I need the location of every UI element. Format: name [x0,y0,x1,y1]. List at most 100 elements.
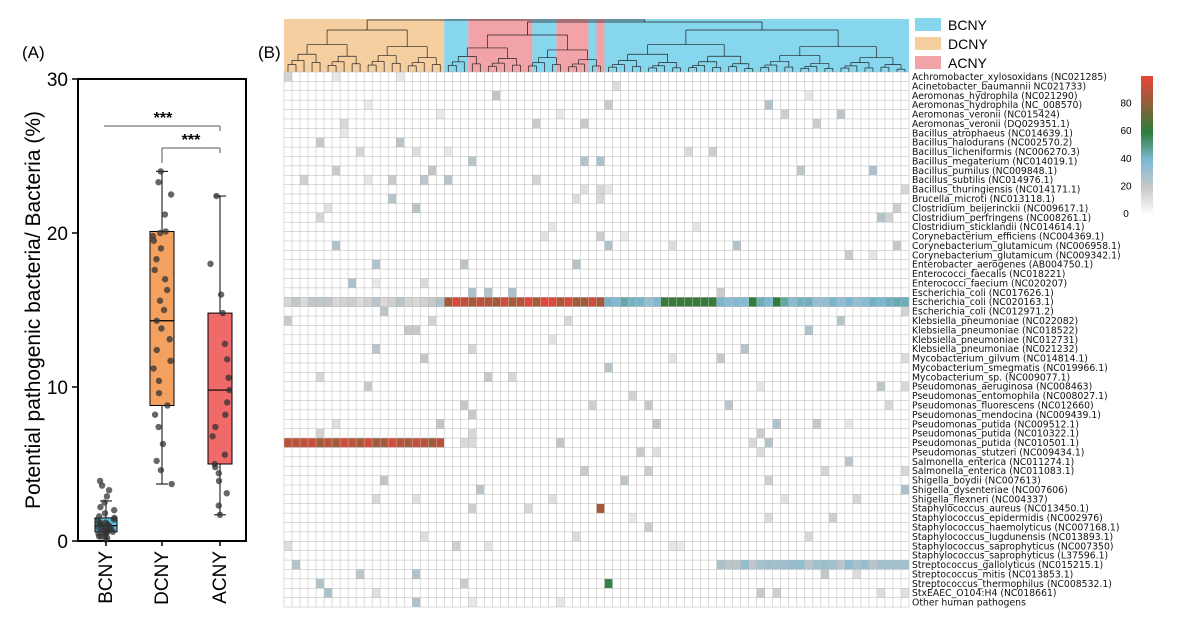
heatmap-cell [628,513,637,523]
heatmap-cell [452,541,461,551]
heatmap-cell [372,278,381,288]
heatmap-cell [372,259,381,270]
data-point [167,191,175,198]
heatmap-cell [868,250,877,260]
colorbar-step [1141,209,1153,213]
group-band-bcny [604,19,909,72]
row-label: Staphylococcus_saprophyticus (L37596.1) [912,551,1108,562]
heatmap-cell [460,259,469,270]
colorbar-step [1141,94,1153,98]
colorbar-step [1141,117,1153,121]
row-label: Corynebacterium_glutamicum (NC009342.1) [912,250,1121,261]
colorbar-step [1141,110,1153,114]
heatmap-cell [524,297,533,307]
heatmap-cell [764,297,773,307]
heatmap-cell [884,560,893,570]
colorbar-step [1141,103,1153,107]
heatmap-cell [812,297,821,307]
colorbar-step [1141,202,1153,206]
heatmap-cell [380,475,389,485]
heatmap-cell [900,306,909,317]
heatmap-cell [620,297,629,307]
heatmap-cell [372,494,381,504]
heatmap-cell [900,297,909,307]
row-label: Pseudomonas_mendocina (NC009439.1) [912,410,1101,421]
heatmap-cell [516,297,525,307]
row-label: Staphylococcus_epidermidis (NC002976) [912,513,1103,524]
heatmap-cell [876,560,885,570]
heatmap-cell [804,531,813,542]
data-point [111,514,118,522]
row-label: Other human pathogens [912,598,1026,609]
colorbar-step [1141,126,1153,130]
data-point [225,374,232,381]
heatmap-cell [548,334,557,345]
group-band-bcny [588,19,597,72]
heatmap-cell [852,297,861,307]
heatmap-cell [340,128,349,138]
heatmap-cell [364,297,373,307]
data-point [166,336,173,343]
heatmap-cell [492,90,501,101]
dendrogram [284,19,909,72]
heatmap-cell [396,137,405,148]
row-label: Bacillus_subtilis (NC014976.1) [912,175,1053,186]
data-point [155,423,162,431]
heatmap-cell [412,494,421,504]
heatmap-cell [780,297,789,307]
heatmap-cell [732,297,741,307]
row-label: StxEAEC_O104:H4 (NC018661) [912,588,1057,599]
heatmap-cell [292,297,301,307]
heatmap-cell [652,297,661,307]
row-label: Pseudomonas_putida (NC010501.1) [912,438,1079,449]
heatmap-cell [588,400,597,410]
colorbar-step [1141,122,1153,125]
heatmap-cell [772,560,781,570]
y-tick-label: 20 [47,224,68,245]
colorbar-step [1141,174,1153,178]
heatmap-cell [420,438,429,448]
colorbar-step [1141,211,1153,215]
heatmap-cell [292,560,301,570]
colorbar-step [1141,170,1153,174]
row-label: Mycobacterium_sp. (NC009077.1) [912,372,1070,383]
heatmap-cell [396,438,405,448]
heatmap-cell [484,287,493,298]
sig-label: *** [154,110,173,127]
heatmap-cell [900,466,909,476]
heatmap-cell [788,560,797,570]
heatmap-cell [892,297,901,307]
group-band-acny [596,19,605,72]
heatmap-cell [652,447,661,457]
row-label: Pseudomonas_fluorescens (NC012660) [912,400,1094,411]
panel-b-label: (B) [258,43,281,62]
heatmap-cell [804,560,813,570]
data-point [151,266,158,274]
data-point [168,480,175,488]
data-point [103,493,111,500]
colorbar-step [1141,151,1153,155]
heatmap-cell [748,560,757,570]
data-point [223,399,231,406]
heatmap-cell [756,447,765,457]
heatmap-cell [428,297,437,307]
row-label: Klebsiella_pneumoniae (NC022082) [912,316,1078,327]
row-label: Clostridium_sticklandii (NC014614.1) [912,222,1085,233]
heatmap-cell [500,297,509,307]
heatmap-cell [636,297,645,307]
heatmap-cell [412,203,421,213]
colorbar-step [1141,200,1153,203]
heatmap-cell [780,109,789,119]
heatmap-cell [396,297,405,307]
heatmap-cell [572,194,581,204]
row-label: Clostridium_beijerinckii (NC009617.1) [912,203,1088,214]
data-point [215,502,222,509]
heatmap-cell [444,175,453,185]
heatmap-cell [900,560,909,570]
colorbar-step [1141,193,1153,197]
heatmap-cell [420,175,429,185]
heatmap-cell [388,297,397,307]
heatmap-cell [836,560,845,570]
heatmap-cell [596,297,605,307]
colorbar-step [1141,76,1153,79]
